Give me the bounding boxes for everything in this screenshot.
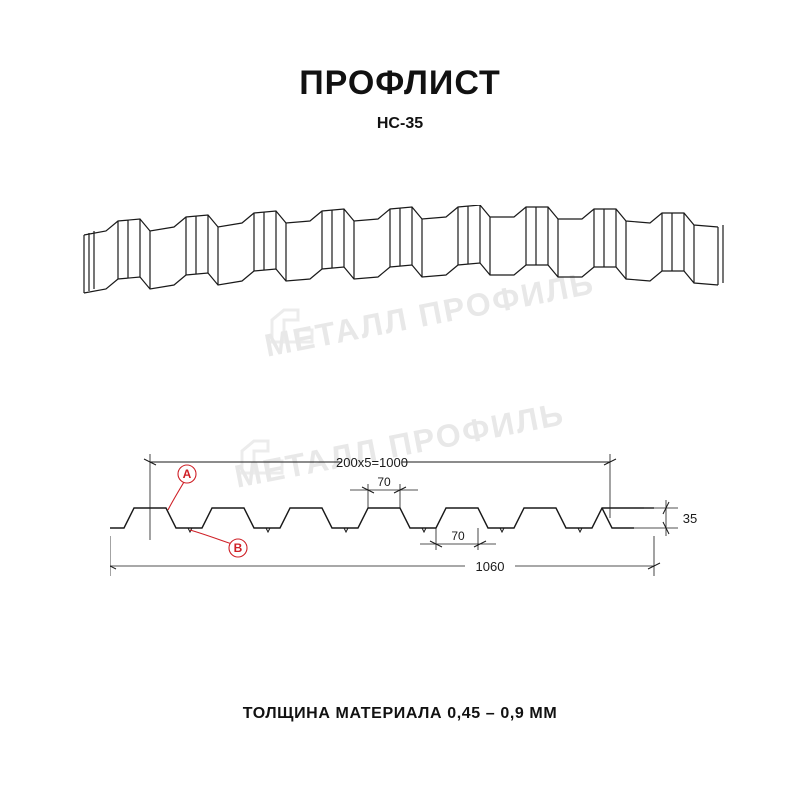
callout-label-a: A [183,467,192,481]
dim-label-full-width: 1060 [476,559,505,574]
section-top-outline [110,507,644,529]
ext-line-width [110,536,655,576]
page-title: ПРОФЛИСТ [299,64,501,102]
callout-label-b: B [234,541,243,555]
dim-label-height: 35 [683,511,697,526]
dim-label-rib-bottom: 70 [451,529,465,543]
dim-label-rib-top: 70 [377,475,391,489]
page-subtitle-model: НС-35 [376,115,424,132]
material-thickness-note: ТОЛЩИНА МАТЕРИАЛА 0,45 – 0,9 ММ [242,705,558,722]
profile-isometric-drawing [83,205,724,294]
callout-leaders [167,464,248,558]
dim-label-pitch: 200х5=1000 [336,455,408,470]
profile-cross-section-drawing: 200х5=1000 70 70 1060 35 A B [110,454,697,576]
ext-line-height [634,507,678,529]
